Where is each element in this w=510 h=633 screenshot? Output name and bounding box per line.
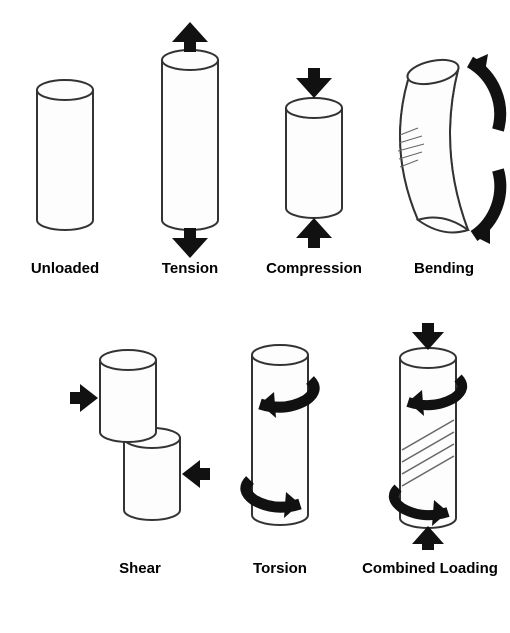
label-shear: Shear [70,560,210,577]
cell-shear [70,320,210,580]
bending-arrow-bottom-icon [474,170,500,244]
arrow-up-icon [412,526,444,550]
cell-bending [378,20,510,280]
label-tension: Tension [130,260,250,277]
shear-figure [70,320,210,550]
tension-figure [130,20,250,260]
cell-combined [350,320,510,580]
cylinder-compression [286,98,342,218]
cylinder-unloaded [37,80,93,230]
arrow-down-icon [172,228,208,258]
combined-figure [350,320,510,550]
cell-compression [250,20,378,280]
cylinder-combined [400,348,456,528]
cell-unloaded [5,20,125,280]
cell-torsion [210,320,350,580]
unloaded-figure [5,20,125,260]
loading-modes-diagram: Unloaded Tension Compression Bending [0,0,510,633]
shear-upper [100,350,156,442]
arrow-up-icon [296,218,332,248]
label-compression: Compression [244,260,384,277]
label-torsion: Torsion [210,560,350,577]
torsion-figure [210,320,350,550]
compression-figure [250,20,378,260]
arrow-left-icon [182,460,210,488]
cylinder-bending [398,56,468,233]
arrow-down-icon [412,323,444,350]
cell-tension [130,20,250,280]
arrow-right-icon [70,384,98,412]
label-unloaded: Unloaded [5,260,125,277]
bending-figure [378,20,510,260]
label-bending: Bending [378,260,510,277]
bending-arrow-top-icon [470,54,500,130]
arrow-up-icon [172,22,208,52]
cylinder-tension [162,50,218,230]
label-combined: Combined Loading [350,560,510,577]
arrow-down-icon [296,68,332,98]
